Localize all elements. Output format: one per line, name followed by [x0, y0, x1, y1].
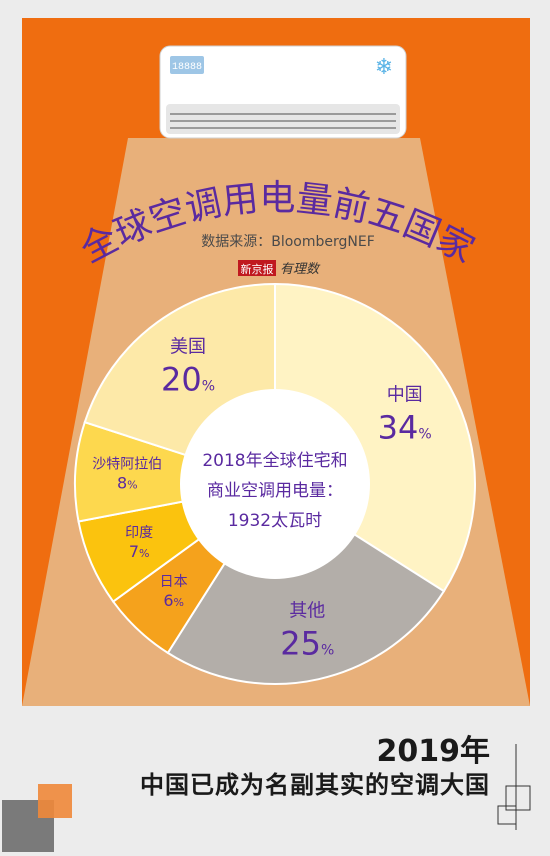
ac-display-text: 18888 — [172, 62, 202, 73]
deco-square-outline-1 — [505, 785, 531, 811]
slice-label-value: 34% — [378, 409, 432, 447]
deco-square-orange — [38, 784, 72, 818]
slice-label-value: 7% — [129, 542, 150, 561]
slice-label-name: 美国 — [170, 336, 206, 357]
center-text-line2: 商业空调用电量： — [207, 481, 343, 501]
slice-label-name: 沙特阿拉伯 — [92, 457, 162, 473]
brand-logo-box — [238, 260, 276, 276]
slice-label-name: 中国 — [387, 385, 423, 406]
slice-label-name: 印度 — [125, 525, 153, 541]
bottom-subtitle: 中国已成为名副其实的空调大国 — [140, 771, 490, 799]
donut-slice — [74, 420, 276, 523]
brand-logo-text: 有理数 — [280, 262, 321, 277]
bottom-year: 2019年 — [376, 734, 491, 769]
ac-display-panel — [170, 56, 204, 74]
donut-slice — [166, 482, 446, 685]
slice-label-value: 6% — [163, 591, 184, 610]
air-conditioner-icon: 18888 ❄ — [159, 45, 407, 139]
center-text-line3: 1932太瓦时 — [228, 511, 322, 531]
slice-label-value: 20% — [161, 360, 215, 398]
center-text-line1: 2018年全球住宅和 — [202, 451, 347, 471]
donut-hole — [180, 389, 370, 579]
slice-label-value: 8% — [117, 474, 138, 493]
slice-label-name: 其他 — [289, 600, 325, 621]
slice-label-value: 25% — [280, 624, 334, 662]
data-source: 数据来源：BloombergNEF — [201, 234, 375, 250]
brand-logo-name: 新京报 — [241, 262, 274, 276]
bottom-title: 2019年 中国已成为名副其实的空调大国 — [140, 735, 490, 801]
deco-square-outline-2 — [497, 805, 517, 825]
snowflake-icon: ❄ — [375, 55, 393, 80]
slice-label-name: 日本 — [160, 574, 188, 590]
